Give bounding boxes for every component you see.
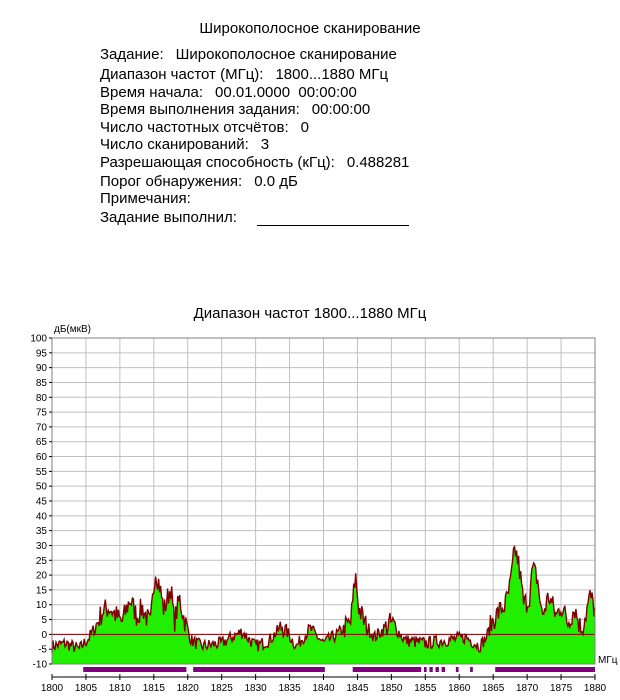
- y-tick-label: -5: [38, 645, 47, 656]
- field-label: Примечания:: [100, 190, 191, 207]
- field-label: Число сканирований:: [100, 136, 249, 153]
- report-title: Широкополосное сканирование: [199, 20, 421, 37]
- y-axis-label: дБ(мкВ): [54, 324, 91, 335]
- x-tick-label: 1840: [312, 683, 335, 694]
- y-tick-label: 30: [36, 541, 48, 552]
- field-value: 00.01.0000 00:00:00: [215, 84, 357, 101]
- y-tick-label: 10: [36, 600, 48, 611]
- x-tick-label: 1880: [584, 683, 607, 694]
- field-label: Разрешающая способность (кГц):: [100, 154, 335, 171]
- report-field: Число частотных отсчётов: 0: [100, 119, 309, 136]
- y-tick-label: -10: [33, 660, 48, 671]
- y-tick-label: 55: [36, 467, 48, 478]
- occupied-band: [495, 667, 595, 672]
- spectrum-envelope: [51, 544, 596, 653]
- report-field: Число сканирований: 3: [100, 136, 269, 153]
- y-tick-label: 45: [36, 497, 48, 508]
- field-label: Задание:: [100, 46, 164, 63]
- y-tick-label: 85: [36, 378, 48, 389]
- x-tick-label: 1825: [211, 683, 234, 694]
- y-tick-label: 75: [36, 408, 48, 419]
- x-tick-label: 1820: [177, 683, 200, 694]
- occupied-band: [435, 667, 439, 672]
- field-value: 0.0 дБ: [254, 173, 298, 190]
- field-value: 0: [300, 119, 310, 136]
- y-tick-label: 90: [36, 363, 48, 374]
- report-field: Время выполнения задания: 00:00:00: [100, 101, 370, 118]
- occupied-band: [193, 667, 325, 672]
- field-label: Время выполнения задания:: [100, 101, 300, 118]
- field-value: 00:00:00: [311, 101, 371, 118]
- y-tick-label: 25: [36, 556, 48, 567]
- x-tick-label: 1835: [278, 683, 301, 694]
- field-value: 3: [260, 136, 270, 153]
- occupied-band: [83, 667, 187, 672]
- report-field: Задание выполнил:: [100, 209, 409, 226]
- occupied-band: [455, 667, 459, 672]
- field-value: 0.488281: [346, 154, 410, 171]
- x-tick-label: 1815: [143, 683, 166, 694]
- y-tick-label: 50: [36, 482, 48, 493]
- y-tick-label: 65: [36, 437, 48, 448]
- x-tick-label: 1800: [41, 683, 64, 694]
- x-tick-label: 1865: [482, 683, 505, 694]
- field-label: Диапазон частот (МГц):: [100, 66, 264, 83]
- x-tick-label: 1805: [75, 683, 98, 694]
- y-tick-label: 5: [41, 615, 47, 626]
- occupied-band: [352, 667, 422, 672]
- x-tick-label: 1850: [380, 683, 403, 694]
- y-tick-label: 0: [41, 630, 47, 641]
- signature-line: [256, 211, 409, 226]
- report-field: Диапазон частот (МГц): 1800...1880 МГц: [100, 66, 388, 83]
- report-field: Время начала: 00.01.0000 00:00:00: [100, 84, 357, 101]
- occupied-band: [441, 667, 445, 672]
- field-label: Время начала:: [100, 84, 204, 101]
- x-tick-label: 1870: [516, 683, 539, 694]
- report-field: Порог обнаружения: 0.0 дБ: [100, 173, 298, 190]
- x-tick-label: 1810: [109, 683, 132, 694]
- y-tick-label: 40: [36, 511, 48, 522]
- chart-title: Диапазон частот 1800...1880 МГц: [193, 305, 427, 322]
- y-tick-label: 15: [36, 585, 48, 596]
- x-tick-label: 1875: [550, 683, 573, 694]
- y-tick-label: 35: [36, 526, 48, 537]
- x-tick-label: 1855: [414, 683, 437, 694]
- x-tick-label: 1860: [448, 683, 471, 694]
- report-field: Примечания:: [100, 190, 203, 207]
- field-value: 1800...1880 МГц: [275, 66, 389, 83]
- y-tick-label: 60: [36, 452, 48, 463]
- occupied-band: [429, 667, 433, 672]
- x-tick-label: 1845: [346, 683, 369, 694]
- field-label: Число частотных отсчётов:: [100, 119, 289, 136]
- y-tick-label: 95: [36, 348, 48, 359]
- x-axis-label: МГц: [598, 655, 618, 666]
- field-label: Задание выполнил:: [100, 209, 237, 226]
- x-tick-label: 1830: [245, 683, 268, 694]
- y-tick-label: 80: [36, 393, 48, 404]
- field-label: Порог обнаружения:: [100, 173, 243, 190]
- occupied-band: [423, 667, 427, 672]
- occupied-band: [470, 667, 473, 672]
- y-tick-label: 70: [36, 422, 48, 433]
- y-tick-label: 100: [30, 334, 47, 345]
- report-field: Разрешающая способность (кГц): 0.488281: [100, 154, 409, 171]
- y-tick-label: 20: [36, 571, 48, 582]
- field-value: Широкополосное сканирование: [175, 46, 397, 63]
- report-field: Задание: Широкополосное сканирование: [100, 46, 397, 63]
